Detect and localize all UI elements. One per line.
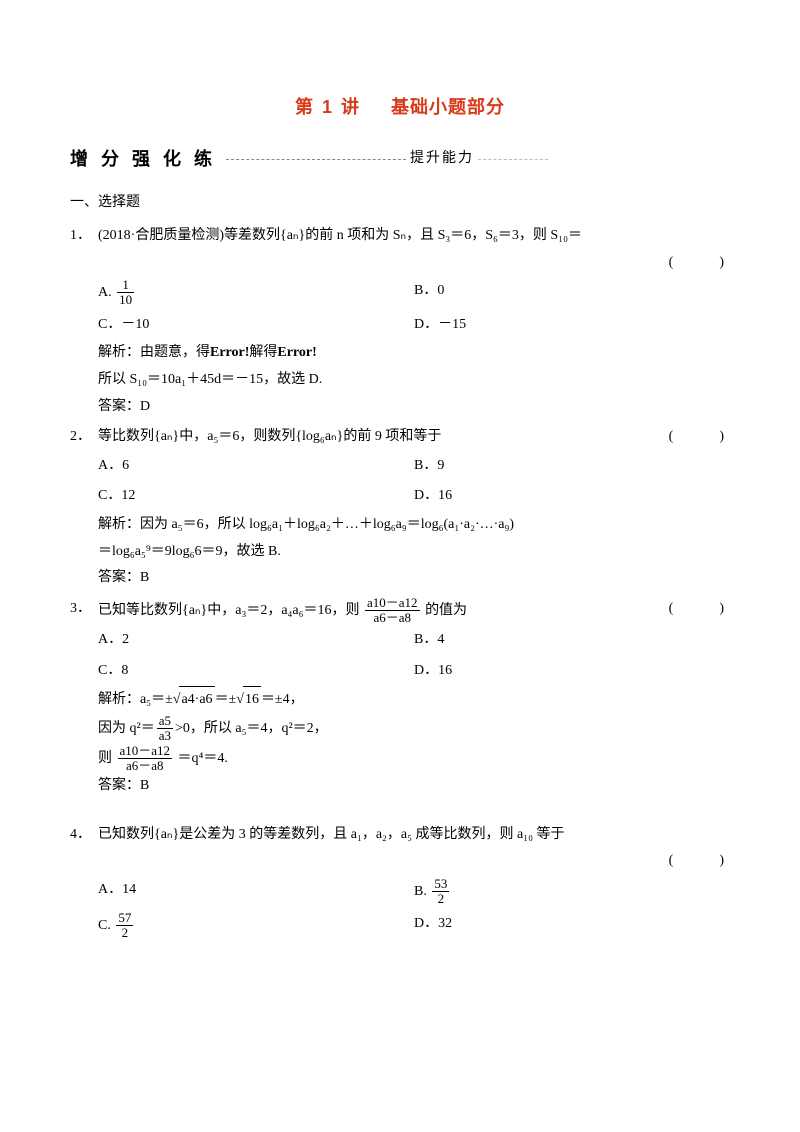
- subtitle-row: 增 分 强 化 练 提升能力: [70, 142, 730, 176]
- q3-options: A．2 B．4 C．8 D．16: [70, 625, 730, 686]
- q3-optC: C．8: [98, 656, 414, 687]
- q3-optB: B．4: [414, 625, 730, 656]
- title-prefix: 第: [295, 97, 314, 117]
- page: 第 1 讲 基础小题部分 增 分 强 化 练 提升能力 一、选择题 1． (20…: [0, 0, 800, 986]
- q4-optB: B. 532: [414, 875, 730, 909]
- q2-options: A．6 B．9 C．12 D．16: [70, 451, 730, 512]
- question-1: 1． (2018·合肥质量检测)等差数列{aₙ}的前 n 项和为 Sₙ，且 S₃…: [70, 223, 730, 420]
- q4-stem: 已知数列{aₙ}是公差为 3 的等差数列，且 a₁，a₂，a₅ 成等比数列，则 …: [98, 822, 730, 849]
- section-heading: 一、选择题: [70, 190, 730, 217]
- title-mid: 讲: [341, 97, 360, 117]
- q2-answer: 答案：B: [70, 565, 730, 592]
- q1-number: 1．: [70, 223, 98, 250]
- lesson-title: 第 1 讲 基础小题部分: [70, 90, 730, 124]
- q4-paren: ( ): [669, 848, 730, 875]
- q2-paren: ( ): [669, 424, 730, 451]
- q4-optD: D．32: [414, 909, 730, 943]
- q1-optC: C．－10: [98, 310, 414, 341]
- q3-solution-3: 则 a10－a12a6－a8 ＝q⁴＝4.: [70, 744, 730, 774]
- title-number: 1: [320, 90, 335, 124]
- q2-optD: D．16: [414, 481, 730, 512]
- q2-number: 2．: [70, 424, 98, 451]
- q1-optA: A. 1 10: [98, 276, 414, 310]
- question-2: 2． 等比数列{aₙ}中，a₅＝6，则数列{log₆aₙ}的前 9 项和等于 (…: [70, 424, 730, 592]
- q1-options: A. 1 10 B．0 C．－10 D．－15: [70, 276, 730, 340]
- q4-number: 4．: [70, 822, 98, 849]
- q2-solution-1: 解析：因为 a₅＝6，所以 log₆a₁＋log₆a₂＋…＋log₆a₉＝log…: [70, 512, 730, 539]
- fraction: a10－a12 a6－a8: [363, 596, 422, 626]
- q3-paren: ( ): [669, 596, 730, 623]
- question-4: 4． 已知数列{aₙ}是公差为 3 的等差数列，且 a₁，a₂，a₅ 成等比数列…: [70, 822, 730, 942]
- q2-stem: 等比数列{aₙ}中，a₅＝6，则数列{log₆aₙ}的前 9 项和等于 ( ): [98, 424, 730, 451]
- q1-solution-1: 解析：由题意，得Error!解得Error!: [70, 340, 730, 367]
- title-suffix: 基础小题部分: [391, 97, 505, 117]
- q1-optD: D．－15: [414, 310, 730, 341]
- subtitle-caption: 提升能力: [410, 146, 474, 173]
- question-3: 3． 已知等比数列{aₙ}中，a₃＝2，a₄a₆＝16，则 a10－a12 a6…: [70, 596, 730, 800]
- q3-stem: 已知等比数列{aₙ}中，a₃＝2，a₄a₆＝16，则 a10－a12 a6－a8…: [98, 596, 730, 626]
- q2-optA: A．6: [98, 451, 414, 482]
- dash-line: [226, 159, 406, 160]
- q3-solution-1: 解析：a₅＝±√a4·a6＝±√16＝±4，: [70, 686, 730, 714]
- q3-answer: 答案：B: [70, 773, 730, 800]
- q1-solution-2: 所以 S₁₀＝10a₁＋45d＝－15，故选 D.: [70, 367, 730, 394]
- q4-optC: C. 572: [98, 909, 414, 943]
- q1-optB: B．0: [414, 276, 730, 310]
- q3-solution-2: 因为 q²＝a5a3>0，所以 a₅＝4，q²＝2，: [70, 714, 730, 744]
- q4-optA: A．14: [98, 875, 414, 909]
- subtitle-bold: 增 分 强 化 练: [70, 142, 222, 176]
- q2-optC: C．12: [98, 481, 414, 512]
- q3-optA: A．2: [98, 625, 414, 656]
- fraction: 1 10: [115, 278, 136, 308]
- q4-options: A．14 B. 532 C. 572 D．32: [70, 875, 730, 942]
- q1-answer: 答案：D: [70, 394, 730, 421]
- q1-stem: (2018·合肥质量检测)等差数列{aₙ}的前 n 项和为 Sₙ，且 S₃＝6，…: [98, 223, 730, 250]
- q2-optB: B．9: [414, 451, 730, 482]
- q3-number: 3．: [70, 596, 98, 623]
- q3-optD: D．16: [414, 656, 730, 687]
- q1-paren: ( ): [669, 250, 730, 277]
- q2-solution-2: ＝log₆a₅⁹＝9log₆6＝9，故选 B.: [70, 539, 730, 566]
- dash-line-2: [478, 159, 548, 160]
